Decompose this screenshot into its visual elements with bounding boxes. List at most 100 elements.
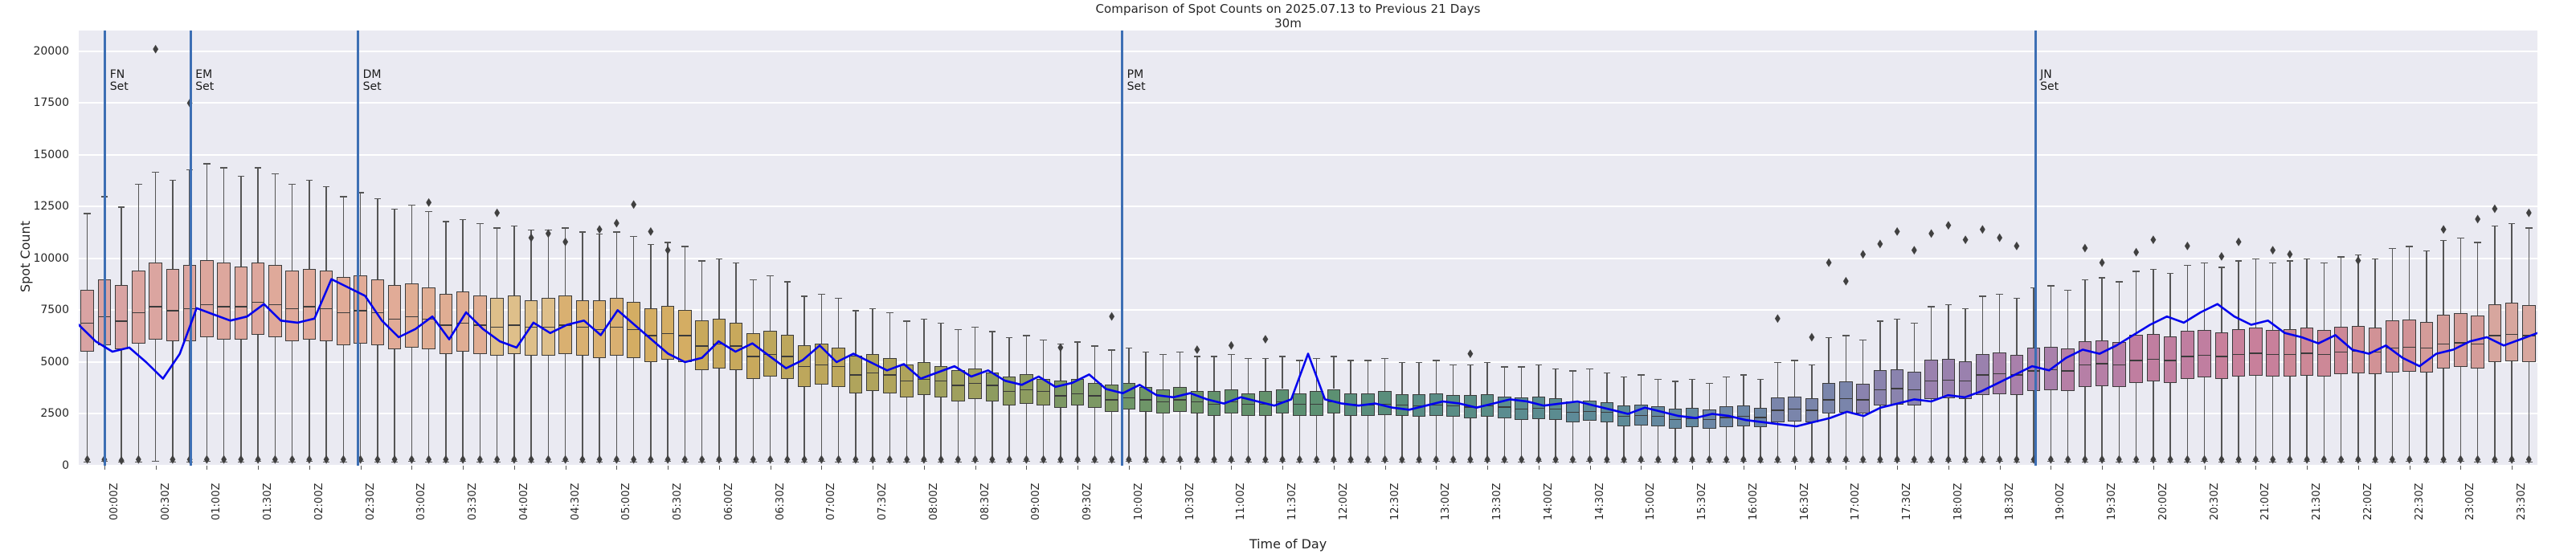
outlier-marker <box>528 233 534 242</box>
median-line <box>234 306 248 308</box>
whisker <box>752 378 754 462</box>
whisker <box>2255 375 2257 461</box>
whisker-cap <box>408 204 415 206</box>
whisker <box>1042 405 1045 462</box>
whisker <box>632 357 635 462</box>
whisker <box>837 386 840 462</box>
x-tick-label: 08:00Z <box>927 483 940 520</box>
whisker <box>1708 382 1711 410</box>
outlier-marker <box>238 454 244 464</box>
outlier-marker <box>733 454 739 464</box>
outlier-marker <box>476 454 483 464</box>
whisker <box>957 401 959 462</box>
x-tick-mark <box>1794 466 1796 470</box>
whisker <box>2067 289 2069 349</box>
whisker <box>445 353 447 462</box>
box <box>1856 384 1870 414</box>
box <box>2231 328 2246 377</box>
whisker <box>2459 238 2462 314</box>
whisker-cap <box>152 460 159 462</box>
median-line <box>2146 359 2161 360</box>
x-tick-mark <box>1077 466 1079 470</box>
whisker-cap <box>117 206 125 208</box>
whisker <box>2408 371 2410 461</box>
box <box>2078 341 2092 387</box>
median-line <box>1890 388 1904 389</box>
outlier-marker <box>118 456 125 466</box>
outlier-marker <box>2492 204 2498 214</box>
outlier-marker <box>2082 243 2088 253</box>
whisker-cap <box>698 260 705 262</box>
outlier-marker <box>1826 454 1832 464</box>
outlier-marker <box>340 454 346 464</box>
median-line <box>2231 353 2246 355</box>
box <box>132 271 145 344</box>
whisker <box>1674 381 1676 409</box>
whisker-cap <box>1893 318 1901 320</box>
outlier-marker <box>631 454 637 464</box>
whisker <box>1110 349 1113 385</box>
whisker <box>1503 366 1506 397</box>
outlier-marker <box>1757 454 1764 464</box>
whisker <box>1879 320 1881 371</box>
whisker <box>1572 370 1574 401</box>
y-tick-label: 2500 <box>40 407 69 421</box>
outlier-marker <box>818 454 824 464</box>
median-line <box>1634 414 1648 417</box>
whisker <box>154 171 157 263</box>
gridline <box>79 102 2537 104</box>
box <box>2283 328 2297 377</box>
x-tick-mark <box>258 466 260 470</box>
event-vline <box>2034 31 2037 466</box>
whisker-cap <box>1381 357 1388 360</box>
whisker <box>1213 416 1215 462</box>
whisker <box>394 349 395 462</box>
whisker <box>1691 427 1693 461</box>
median-line <box>695 345 709 347</box>
outlier-marker <box>1109 454 1115 464</box>
box <box>917 361 931 396</box>
outlier-marker <box>1826 258 1832 267</box>
median-line <box>1088 395 1102 397</box>
outlier-marker <box>562 237 569 246</box>
gridline <box>79 153 2537 156</box>
box <box>1873 370 1887 406</box>
x-tick-label: 14:00Z <box>1542 483 1555 520</box>
x-tick-label: 02:30Z <box>364 483 377 520</box>
median-line <box>1480 405 1494 407</box>
whisker <box>1725 427 1728 462</box>
whisker <box>2391 372 2394 462</box>
median-line <box>1105 399 1118 401</box>
whisker <box>1333 413 1335 461</box>
outlier-marker <box>1569 454 1576 464</box>
median-line <box>1822 399 1836 401</box>
whisker-cap <box>1928 306 1935 308</box>
x-tick-mark <box>1026 466 1028 470</box>
whisker-cap <box>135 183 142 185</box>
whisker-cap <box>767 275 774 276</box>
outlier-marker <box>1809 454 1815 464</box>
box <box>2504 303 2519 361</box>
whisker <box>1230 353 1233 389</box>
outlier-marker <box>699 454 705 464</box>
whisker <box>564 227 566 296</box>
whisker <box>923 318 925 362</box>
whisker <box>547 229 550 298</box>
whisker-cap <box>818 293 825 295</box>
outlier-marker <box>1382 454 1388 464</box>
x-tick-label: 01:00Z <box>211 483 223 520</box>
whisker <box>2221 378 2222 462</box>
whisker <box>1811 422 1813 462</box>
whisker <box>769 377 771 461</box>
whisker-cap <box>647 243 654 246</box>
outlier-marker <box>545 229 551 238</box>
whisker <box>2374 258 2376 328</box>
outlier-marker <box>1672 454 1678 464</box>
outlier-marker <box>2184 241 2190 250</box>
whisker <box>2494 361 2496 462</box>
x-tick-mark <box>1692 466 1694 470</box>
outlier-marker <box>2372 454 2378 464</box>
whisker <box>1981 395 1984 462</box>
median-line <box>2026 370 2041 372</box>
whisker-cap <box>1483 361 1491 364</box>
